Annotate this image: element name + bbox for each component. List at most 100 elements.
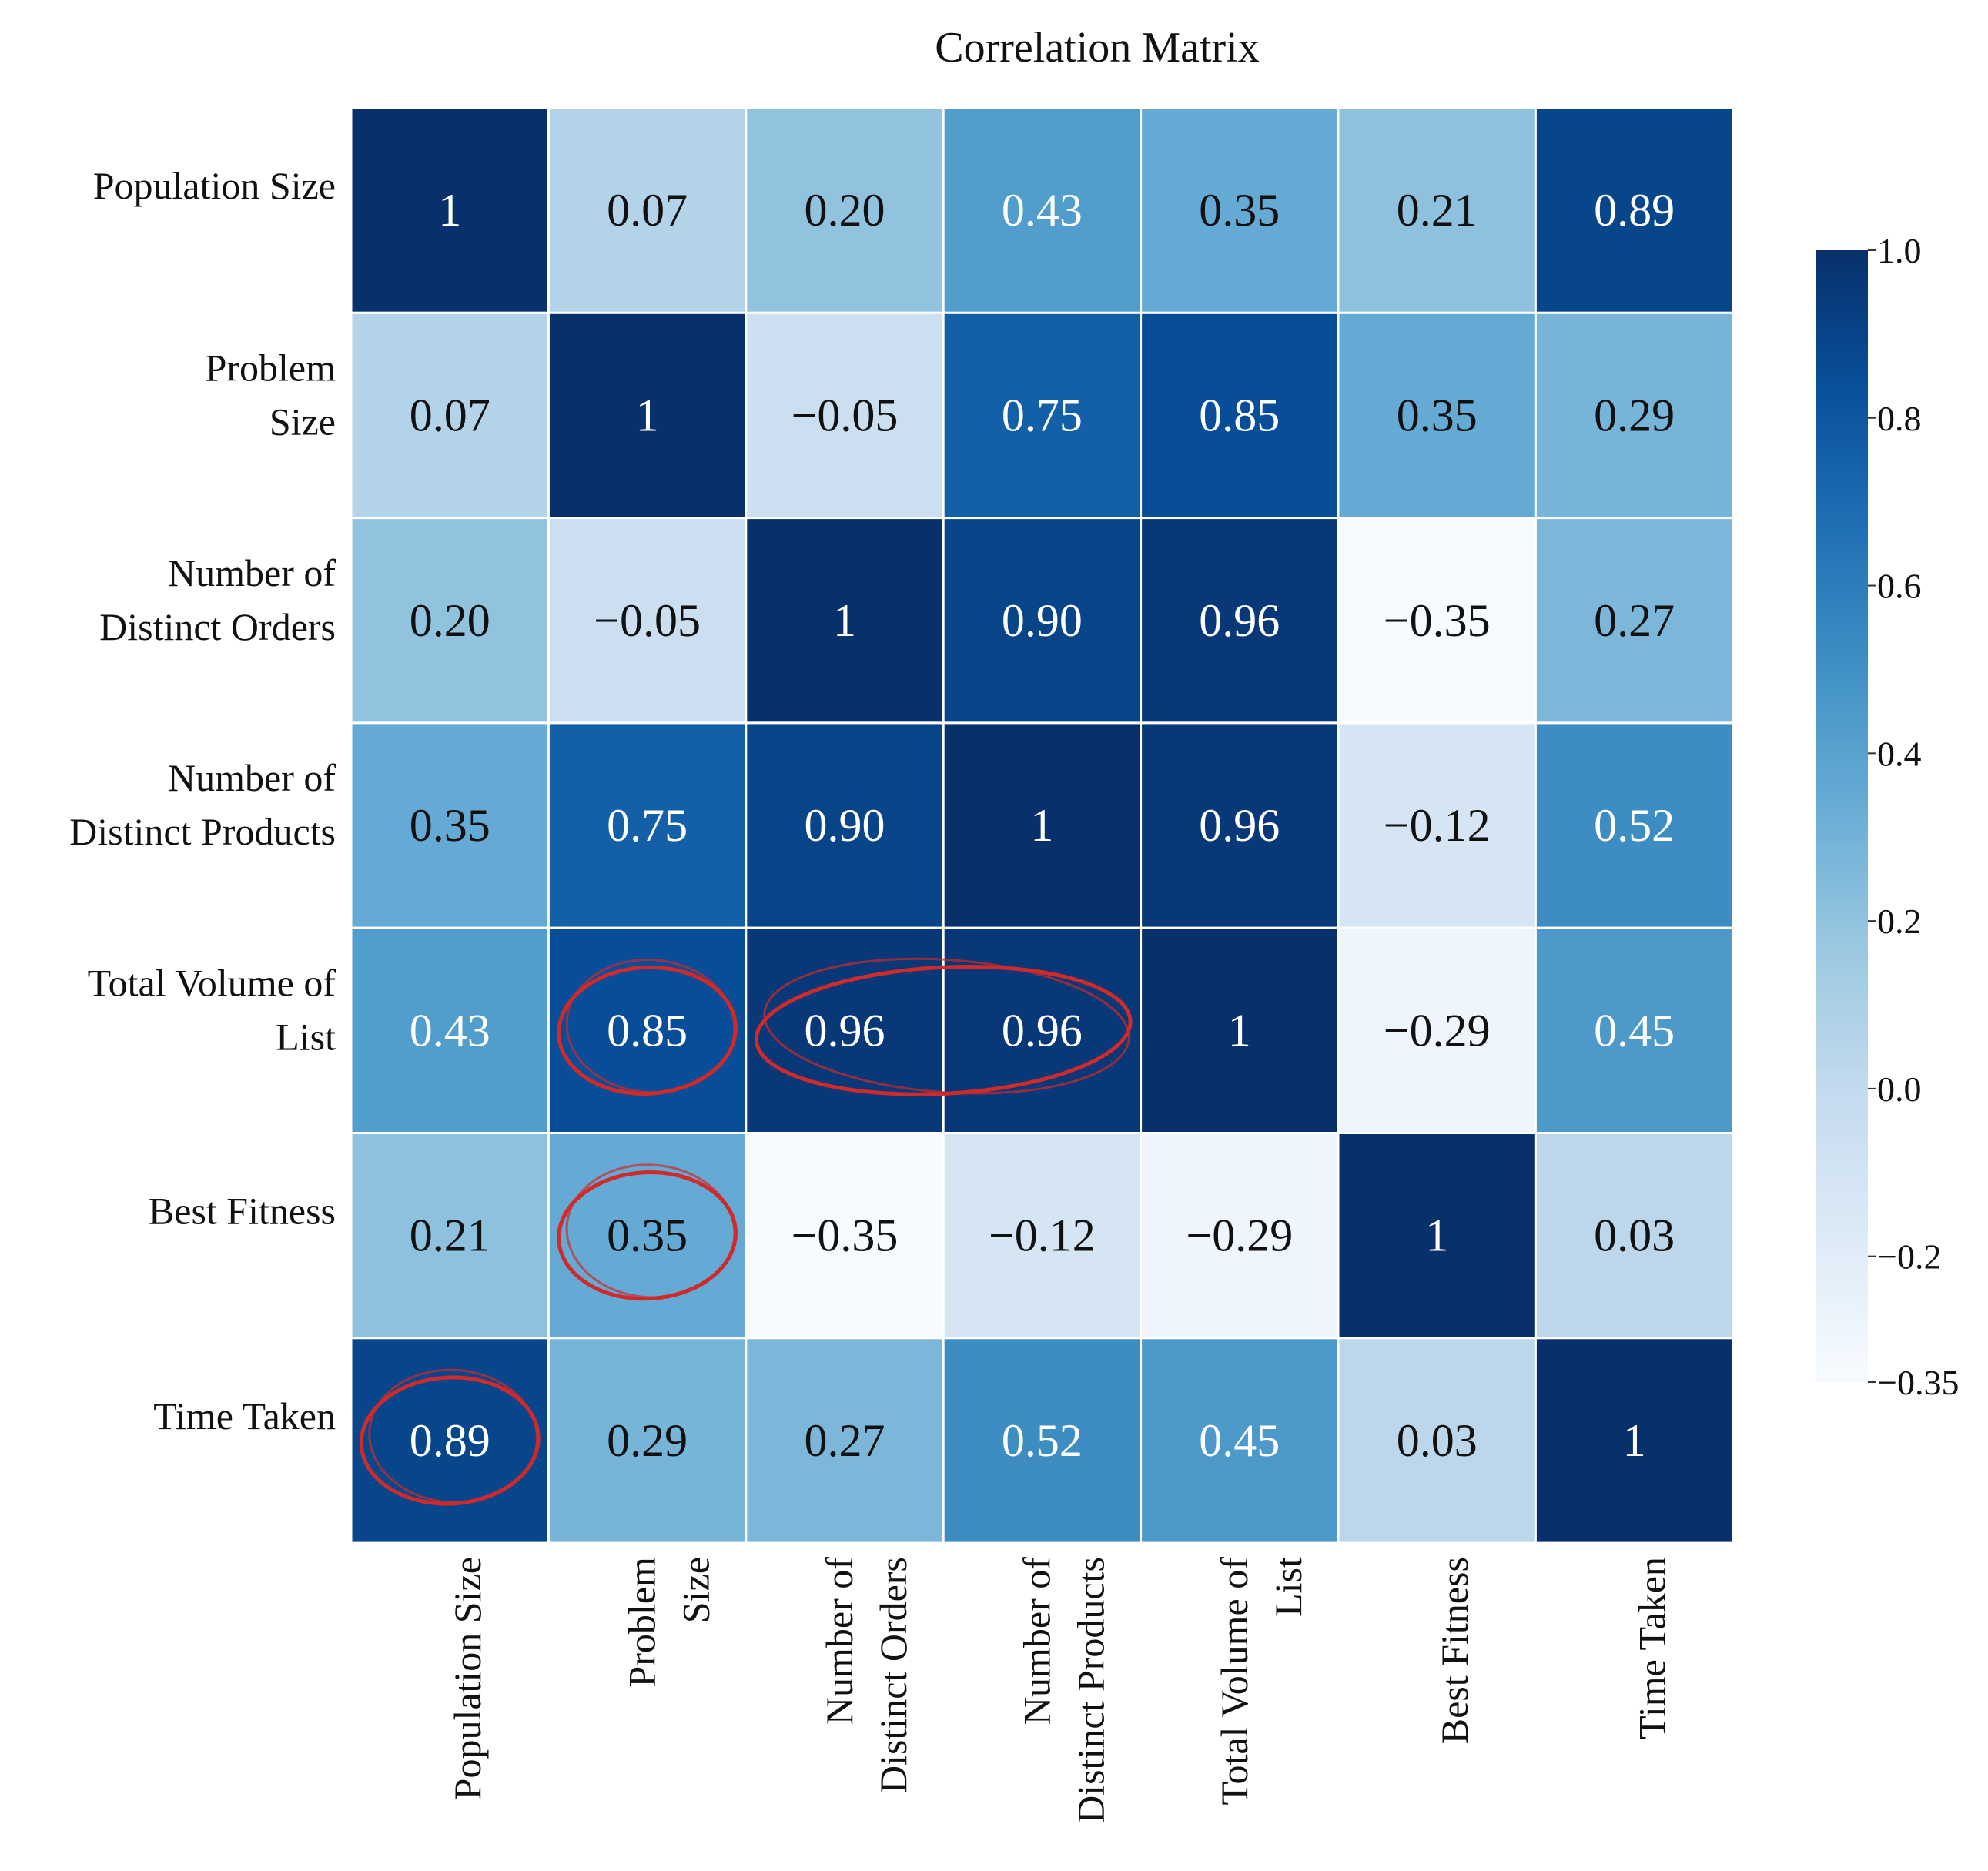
cell-value-r2-c5: −0.35 [1384,595,1491,646]
column-label-6-line-0: Time Taken [1631,1557,1674,1739]
heatmap-cell-r2-c2 [745,517,945,725]
colorbar-tick-label-7: −0.35 [1877,1363,1959,1402]
row-label-1-line-0: Problem [206,346,336,389]
cell-value-r2-c4: 0.96 [1199,595,1280,646]
cell-value-r3-c0: 0.35 [410,800,490,851]
column-label-6: Time Taken [1631,1557,1674,1739]
heatmap-cell-r1-c6 [1534,311,1735,520]
heatmap-cells [350,106,1735,1545]
row-label-3-line-1: Distinct Products [69,810,336,853]
cell-value-r5-c6: 0.03 [1594,1210,1675,1261]
red-annotations [359,957,1133,1506]
heatmap-cell-r4-c6 [1534,926,1735,1134]
heatmap-cell-r3-c6 [1534,721,1735,929]
heatmap-cell-r4-c2 [745,926,945,1134]
heatmap-cell-r5-c6 [1534,1132,1735,1340]
heatmap-cell-r3-c5 [1337,721,1537,929]
heatmap-cell-r5-c4 [1140,1132,1340,1340]
annotation-circle-0-stroke2 [565,959,736,1094]
colorbar-tick-label-0: 1.0 [1877,231,1922,270]
cell-value-r1-c3: 0.75 [1002,390,1083,440]
heatmap-cell-r6-c4 [1140,1337,1340,1545]
colorbar-tick-label-1: 0.8 [1877,399,1922,438]
column-label-2-line-1: Distinct Orders [872,1557,915,1793]
cell-value-r1-c0: 0.07 [410,390,490,440]
cell-value-r3-c6: 0.52 [1594,800,1675,851]
cell-value-r4-c1: 0.85 [607,1005,688,1056]
cell-value-r1-c1: 1 [636,390,659,440]
heatmap-cell-r0-c0 [350,106,550,314]
cell-value-r3-c3: 1 [1030,800,1053,851]
cell-value-r2-c6: 0.27 [1594,595,1675,646]
column-label-0-line-0: Population Size [446,1557,489,1799]
cell-value-r0-c5: 0.21 [1397,185,1478,236]
cell-value-r0-c4: 0.35 [1199,185,1280,236]
cell-value-r5-c0: 0.21 [410,1210,490,1261]
heatmap-cell-r6-c6 [1534,1337,1735,1545]
cell-value-r5-c2: −0.35 [792,1210,899,1261]
cell-value-r6-c6: 1 [1623,1415,1646,1466]
cell-value-r4-c5: −0.29 [1384,1005,1491,1056]
row-label-2-line-0: Number of [168,551,336,594]
cell-value-r5-c5: 1 [1425,1210,1448,1261]
cell-value-r6-c4: 0.45 [1199,1415,1280,1466]
cell-value-r6-c0: 0.89 [410,1415,490,1466]
heatmap-cell-r0-c2 [745,106,945,314]
cell-value-r6-c3: 0.52 [1002,1415,1083,1466]
cell-value-r1-c6: 0.29 [1594,390,1675,440]
cell-value-r3-c4: 0.96 [1199,800,1280,851]
colorbar-tick-label-3: 0.4 [1877,734,1922,773]
heatmap-cell-r6-c0 [350,1337,550,1545]
cell-value-r6-c1: 0.29 [607,1415,688,1466]
row-label-6-line-0: Time Taken [153,1394,336,1438]
column-label-3-line-0: Number of [1015,1557,1058,1725]
row-label-4: Total Volume of List [88,961,336,1058]
cell-value-r6-c2: 0.27 [805,1415,885,1466]
column-label-5-line-0: Best Fitness [1433,1557,1476,1744]
cell-value-r6-c5: 0.03 [1397,1415,1478,1466]
row-label-5: Best Fitness [149,1190,336,1233]
heatmap-cell-r3-c1 [547,721,748,929]
heatmap-cell-r2-c3 [942,517,1143,725]
heatmap-cell-r4-c0 [350,926,550,1134]
annotation-circle-3 [359,1375,541,1506]
cell-value-r2-c0: 0.20 [410,595,490,646]
row-label-3: Number of Distinct Products [69,756,336,853]
column-label-4-line-1: List [1267,1557,1310,1617]
cell-value-r4-c0: 0.43 [410,1005,490,1056]
column-label-1-line-1: Size [674,1557,718,1623]
heatmap-cell-r2-c6 [1534,517,1735,725]
heatmap-cell-r1-c5 [1337,311,1537,520]
heatmap-cell-r5-c3 [942,1132,1143,1340]
heatmap-cell-r2-c4 [1140,517,1340,725]
cell-value-r4-c6: 0.45 [1594,1005,1675,1056]
column-label-5: Best Fitness [1433,1557,1476,1744]
heatmap-cell-r0-c1 [547,106,748,314]
heatmap-cell-r1-c2 [745,311,945,520]
column-label-4: Total Volume of List [1213,1557,1310,1806]
cell-value-r4-c3: 0.96 [1002,1005,1083,1056]
column-label-3: Number of Distinct Products [1015,1557,1112,1823]
cell-value-r2-c1: −0.05 [594,595,701,646]
column-label-1: Problem Size [621,1557,718,1688]
heatmap-cell-r5-c0 [350,1132,550,1340]
column-label-1-line-0: Problem [621,1557,664,1688]
row-label-1: Problem Size [206,346,336,443]
row-labels: Population Size Problem Size Number of Disti… [69,164,336,1438]
annotation-circle-2 [557,1170,738,1301]
colorbar: 1.0 0.8 0.6 0.4 0.2 0.0 −0.2 −0.35 [1816,231,1959,1402]
annotation-circle-0 [557,965,738,1096]
heatmap-cell-r6-c5 [1337,1337,1537,1545]
cell-value-r5-c4: −0.29 [1186,1210,1293,1261]
column-label-2: Number of Distinct Orders [818,1557,915,1793]
cell-value-r3-c5: −0.12 [1384,800,1491,851]
heatmap-cell-r0-c4 [1140,106,1340,314]
heatmap-cell-r0-c5 [1337,106,1537,314]
heatmap-cell-r6-c2 [745,1337,945,1545]
heatmap-cell-r2-c0 [350,517,550,725]
colorbar-gradient [1816,250,1868,1382]
heatmap-cell-r5-c2 [745,1132,945,1340]
cell-value-r4-c4: 1 [1228,1005,1251,1056]
row-label-4-line-0: Total Volume of [88,961,336,1004]
